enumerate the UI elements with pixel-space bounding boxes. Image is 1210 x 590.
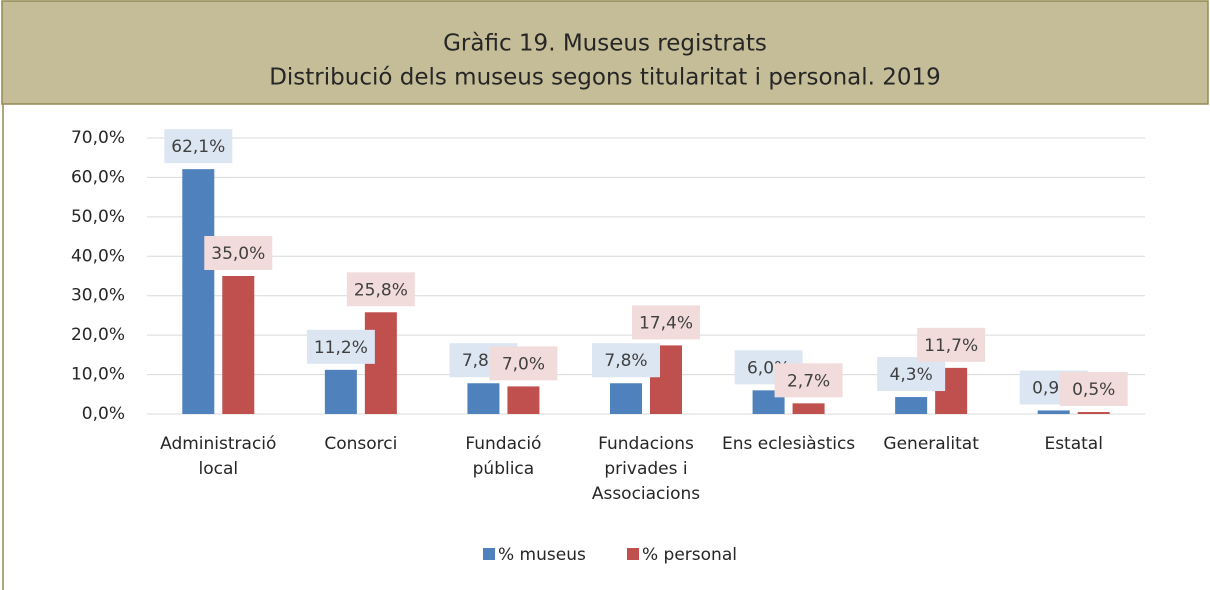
data-label: 62,1% — [171, 137, 225, 157]
data-label: 7,8% — [604, 351, 647, 371]
y-tick-label: 40,0% — [71, 246, 125, 266]
bar — [895, 397, 928, 414]
data-label-box — [1059, 372, 1128, 407]
legend-label: % museus — [498, 545, 586, 565]
data-label-box — [877, 357, 946, 392]
y-tick-label: 50,0% — [71, 207, 125, 227]
legend-swatch — [483, 548, 495, 560]
data-label-box — [774, 363, 843, 398]
data-label-box — [592, 343, 660, 378]
header-band — [1, 0, 1209, 105]
chart-title: Gràfic 19. Museus registrats — [443, 31, 767, 57]
chart-subtitle: Distribució dels museus segons titularit… — [269, 65, 941, 91]
data-label: 0,5% — [1072, 380, 1115, 400]
bar — [324, 369, 357, 414]
y-tick-label: 30,0% — [71, 286, 125, 306]
legend-label: % personal — [642, 545, 737, 565]
x-tick-label: Fundacions privades i Associacions — [591, 434, 701, 504]
x-tick-label: Administració local — [160, 434, 277, 479]
data-label-box — [346, 272, 415, 307]
y-tick-label: 10,0% — [71, 365, 125, 385]
y-tick-label: 20,0% — [71, 325, 125, 345]
y-tick-label: 70,0% — [71, 128, 125, 148]
bar — [467, 383, 500, 414]
data-label-box — [204, 236, 273, 270]
data-label-box — [917, 327, 986, 362]
bar — [1077, 412, 1110, 414]
bar — [1037, 410, 1070, 414]
bar — [222, 276, 255, 414]
data-label-box — [306, 329, 375, 364]
legend-swatch — [627, 548, 639, 560]
data-label: 11,2% — [314, 338, 368, 358]
x-tick-label: Fundació pública — [465, 434, 542, 479]
data-label: 2,7% — [787, 371, 830, 391]
y-tick-label: 60,0% — [71, 167, 125, 187]
bar — [610, 383, 642, 414]
x-tick-label: Ens eclesiàstics — [721, 434, 856, 454]
data-label: 35,0% — [211, 244, 265, 264]
data-label: 11,7% — [924, 336, 978, 356]
data-label: 25,8% — [354, 280, 408, 300]
bar — [792, 403, 825, 414]
x-tick-label: Consorci — [324, 434, 398, 454]
data-label: 7,0% — [502, 354, 545, 374]
bar — [507, 386, 540, 414]
data-label-box — [164, 129, 233, 164]
data-label: 4,3% — [890, 365, 933, 385]
data-label-box — [489, 346, 558, 381]
x-tick-label: Generalitat — [883, 434, 979, 454]
data-label: 17,4% — [639, 313, 693, 333]
y-tick-label: 0,0% — [82, 404, 125, 424]
x-tick-label: Estatal — [1044, 434, 1103, 454]
bar — [182, 169, 215, 414]
data-label-box — [632, 305, 700, 340]
